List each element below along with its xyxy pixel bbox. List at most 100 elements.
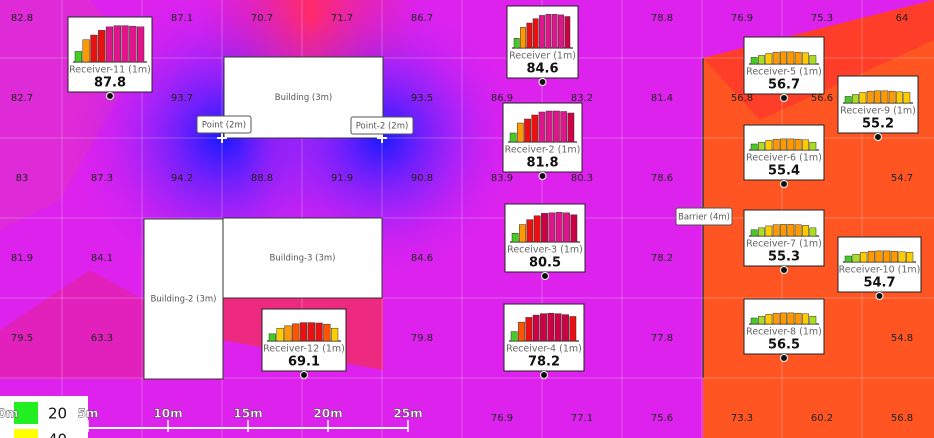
spectrum-bar xyxy=(765,53,773,65)
grid-value: 79.8 xyxy=(411,333,433,344)
receiver-pin xyxy=(541,272,549,280)
receiver-pin xyxy=(538,172,547,180)
spectrum-bar xyxy=(809,55,817,65)
spectrum-bar xyxy=(765,140,773,151)
spectrum-bar xyxy=(560,111,568,143)
spectrum-bar xyxy=(90,34,98,63)
spectrum-bar xyxy=(510,331,518,342)
receiver-level: 78.2 xyxy=(528,355,560,370)
spectrum-bar xyxy=(875,250,883,263)
spectrum-bar xyxy=(276,327,284,342)
spectrum-bar xyxy=(844,96,852,104)
spectrum-bar xyxy=(765,314,773,325)
receiver-level: 87.8 xyxy=(94,76,126,91)
spectrum-bar xyxy=(852,253,860,263)
receiver-pin xyxy=(300,371,308,379)
spectrum-bar xyxy=(268,333,277,342)
receiver: Receiver-7 (1m)55.3 xyxy=(743,209,825,274)
spectrum-bar xyxy=(787,51,795,65)
spectrum-bar xyxy=(539,15,545,49)
grid-value: 78.2 xyxy=(651,253,673,264)
spectrum-bar xyxy=(563,212,570,243)
grid-value: 56.8 xyxy=(891,413,913,424)
spectrum-bar xyxy=(518,321,525,342)
spectrum-bar xyxy=(890,250,898,263)
grid-value: 83 xyxy=(16,173,29,184)
scale-label: 25m xyxy=(393,407,422,421)
receiver-box xyxy=(837,236,922,293)
grid-value: 54.8 xyxy=(891,333,913,344)
grid-value: 87.1 xyxy=(171,13,193,24)
grid-value: 90.8 xyxy=(411,173,433,184)
spectrum-bar xyxy=(569,316,577,342)
spectrum-bar xyxy=(772,138,780,151)
grid-value: 86.9 xyxy=(491,93,513,104)
receiver: Receiver-12 (1m)69.1 xyxy=(261,308,347,379)
spectrum-bar xyxy=(105,26,114,63)
spectrum-bar xyxy=(859,92,867,104)
receiver-pin xyxy=(538,78,547,86)
spectrum-bar xyxy=(525,317,533,342)
spectrum-bar xyxy=(906,252,914,263)
spectrum-bar xyxy=(136,26,145,63)
spectrum-bar xyxy=(867,250,875,263)
spectrum-bar xyxy=(553,110,560,143)
grid-value: 76.9 xyxy=(491,413,513,424)
spectrum-bar xyxy=(772,51,780,65)
spectrum-bar xyxy=(519,224,526,243)
grid-value: 86.7 xyxy=(411,13,433,24)
receiver-level: 80.5 xyxy=(529,256,561,271)
grid-value: 84.6 xyxy=(411,253,433,264)
building-label: Building-3 (3m) xyxy=(270,254,336,264)
receiver-level: 56.7 xyxy=(768,78,800,93)
spectrum-bar xyxy=(780,51,787,65)
grid-value: 78.8 xyxy=(651,13,673,24)
spectrum-bar xyxy=(292,323,300,342)
spectrum-bar xyxy=(758,141,765,151)
grid-value: 71.7 xyxy=(331,13,353,24)
spectrum-bar xyxy=(299,322,308,342)
spectrum-bar xyxy=(113,25,121,63)
legend-swatch xyxy=(14,402,38,424)
spectrum-bar xyxy=(750,229,758,237)
grid-value: 56.8 xyxy=(731,93,753,104)
grid-value: 83.9 xyxy=(491,173,513,184)
receiver-name: Receiver-8 (1m) xyxy=(746,327,822,338)
receiver-pin xyxy=(780,266,788,274)
receiver: Receiver-3 (1m)80.5 xyxy=(504,203,586,280)
building xyxy=(143,218,224,380)
grid-value: 93.5 xyxy=(411,93,433,104)
spectrum-bar xyxy=(780,312,787,325)
receiver-pin xyxy=(874,133,882,141)
spectrum-bar xyxy=(787,224,795,237)
spectrum-bar xyxy=(545,14,552,49)
grid-value: 81.9 xyxy=(11,253,33,264)
receiver-level: 55.2 xyxy=(862,117,894,132)
spectrum-bar xyxy=(750,143,758,151)
spectrum-bar xyxy=(82,39,90,63)
point-marker xyxy=(377,133,387,143)
point-label-box xyxy=(350,116,414,135)
receiver: Receiver-9 (1m)55.2 xyxy=(837,75,919,141)
scale-bar: 0m 5m 10m 15m 20m 25m xyxy=(0,406,423,432)
spectrum-bar xyxy=(526,22,533,49)
grid-value: 73.3 xyxy=(731,413,753,424)
spectrum-bar xyxy=(881,90,889,104)
spectrum-bar xyxy=(765,225,773,237)
building-label: Building-2 (3m) xyxy=(151,295,217,305)
grid-value: 63.3 xyxy=(91,333,113,344)
spectrum-bar xyxy=(874,90,881,104)
spectrum-bar xyxy=(794,138,802,151)
receiver-level: 69.1 xyxy=(288,355,320,370)
grid-value: 56.6 xyxy=(811,93,833,104)
spectrum-bar xyxy=(787,312,795,325)
receiver-box xyxy=(743,124,825,181)
grid-value: 64 xyxy=(896,13,909,24)
spectrum-bar xyxy=(888,90,896,104)
spectrum-bar xyxy=(794,312,802,325)
barrier-label: Barrier (4m) xyxy=(678,213,730,223)
point-label: Point-2 (2m) xyxy=(356,122,409,132)
receiver-level: 81.8 xyxy=(526,156,558,171)
grid-value: 84.1 xyxy=(91,253,113,264)
